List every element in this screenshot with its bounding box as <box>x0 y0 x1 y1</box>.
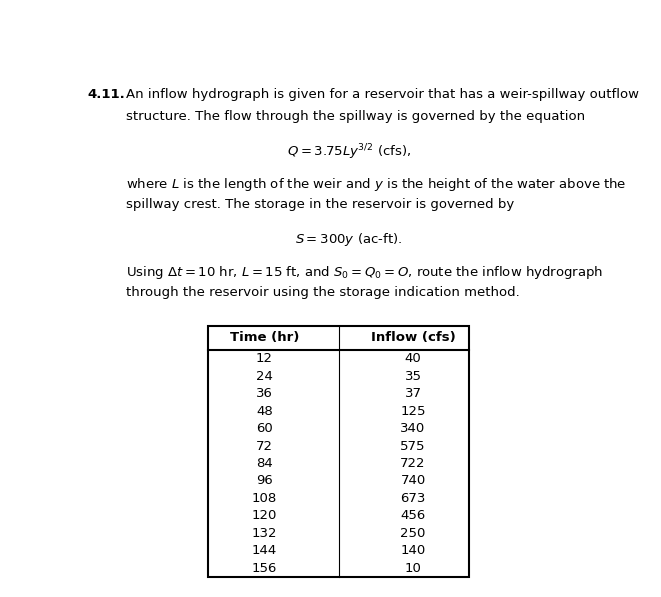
Text: 156: 156 <box>252 562 277 575</box>
Text: Using $\Delta t = 10$ hr, $L = 15$ ft, and $S_0 = Q_0 = O$, route the inflow hyd: Using $\Delta t = 10$ hr, $L = 15$ ft, a… <box>126 264 603 281</box>
Text: $S = 300y$ (ac-ft).: $S = 300y$ (ac-ft). <box>295 231 403 248</box>
Text: An inflow hydrograph is given for a reservoir that has a weir-spillway outflow: An inflow hydrograph is given for a rese… <box>126 88 639 101</box>
Text: 144: 144 <box>252 544 277 558</box>
Text: 37: 37 <box>405 387 422 400</box>
Text: 40: 40 <box>405 352 422 365</box>
Text: where $L$ is the length of the weir and $y$ is the height of the water above the: where $L$ is the length of the weir and … <box>126 176 627 193</box>
Text: 48: 48 <box>256 405 273 417</box>
Text: Time (hr): Time (hr) <box>230 331 299 344</box>
Text: 340: 340 <box>401 422 426 435</box>
Text: 456: 456 <box>401 509 426 522</box>
Text: 84: 84 <box>256 457 273 470</box>
Text: 132: 132 <box>252 527 277 540</box>
Text: 35: 35 <box>405 370 422 383</box>
Text: $Q = 3.75Ly^{3/2}$ (cfs),: $Q = 3.75Ly^{3/2}$ (cfs), <box>287 143 411 162</box>
Text: 36: 36 <box>256 387 273 400</box>
Text: 250: 250 <box>401 527 426 540</box>
Text: 740: 740 <box>401 475 426 487</box>
Text: 120: 120 <box>252 509 277 522</box>
Text: 673: 673 <box>401 492 426 505</box>
Text: structure. The flow through the spillway is governed by the equation: structure. The flow through the spillway… <box>126 110 585 123</box>
Text: 12: 12 <box>256 352 273 365</box>
Text: 96: 96 <box>256 475 273 487</box>
Text: 10: 10 <box>405 562 422 575</box>
Text: 72: 72 <box>256 439 273 453</box>
Text: 24: 24 <box>256 370 273 383</box>
Text: through the reservoir using the storage indication method.: through the reservoir using the storage … <box>126 287 520 299</box>
Text: 722: 722 <box>401 457 426 470</box>
Text: spillway crest. The storage in the reservoir is governed by: spillway crest. The storage in the reser… <box>126 198 514 211</box>
Text: 125: 125 <box>401 405 426 417</box>
Text: 108: 108 <box>252 492 277 505</box>
Text: 60: 60 <box>256 422 273 435</box>
Text: Inflow (cfs): Inflow (cfs) <box>371 331 455 344</box>
Text: 575: 575 <box>401 439 426 453</box>
Text: 140: 140 <box>401 544 426 558</box>
Text: 4.11.: 4.11. <box>88 88 126 101</box>
